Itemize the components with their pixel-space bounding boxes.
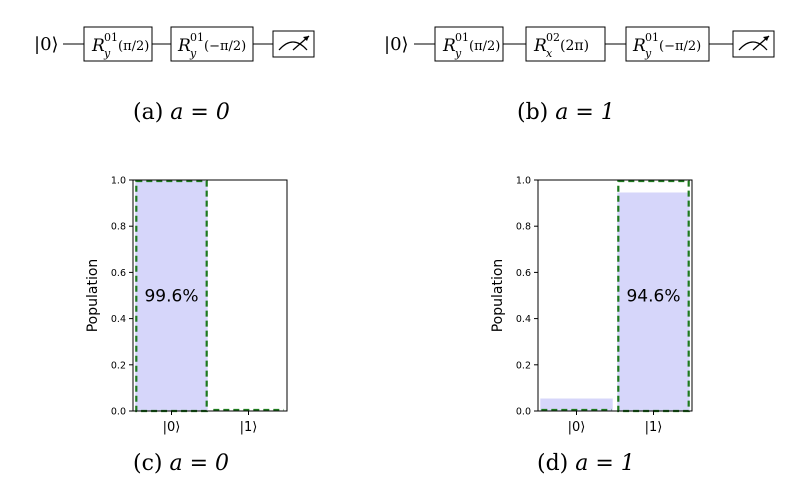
gate-sup: 02: [546, 31, 560, 44]
gate-base: R: [442, 36, 456, 56]
circuit-b-input: |0⟩: [384, 34, 409, 55]
gate-arg: (π/2): [469, 39, 500, 54]
y-tick-label: 0.8: [516, 222, 531, 233]
bar: [135, 180, 208, 411]
y-tick-label: 1.0: [516, 176, 531, 187]
caption-b-eq: a = 1: [555, 100, 615, 125]
gate-base: R: [533, 36, 547, 56]
caption-d: (d) a = 1: [537, 451, 635, 476]
circuit-b-gate-1: R 01 y (π/2): [434, 26, 504, 62]
y-tick-label: 0.4: [516, 314, 531, 325]
x-tick-label: |0⟩: [163, 420, 181, 435]
caption-b-label: (b): [517, 100, 549, 125]
circuit-a-gate-1: R 01 y (π/2): [83, 26, 153, 62]
circuit-b: |0⟩ R 01 y (π/2) R 02 x (2π) R 01 y (−π/…: [384, 26, 775, 62]
bar: [540, 398, 613, 411]
circuit-a-measure-icon: [272, 30, 315, 58]
x-tick-label: |1⟩: [645, 420, 663, 435]
y-tick-label: 0.2: [111, 360, 126, 371]
gate-arg: (2π): [560, 38, 589, 54]
caption-c-eq: a = 0: [169, 451, 230, 476]
circuit-a-gate-2: R 01 y (−π/2): [170, 26, 254, 62]
plot-frame: [537, 179, 693, 412]
caption-d-eq: a = 1: [575, 451, 635, 476]
bar-value-label: 94.6%: [626, 287, 680, 307]
gate-base: R: [177, 36, 191, 56]
gate-arg: (π/2): [118, 39, 149, 54]
circuit-a-input: |0⟩: [34, 34, 59, 55]
caption-b: (b) a = 1: [517, 100, 615, 125]
bar-value-label: 99.6%: [144, 287, 198, 307]
y-tick-label: 0.0: [111, 407, 126, 418]
caption-a: (a) a = 0: [133, 100, 230, 125]
gate-sup: 01: [645, 31, 659, 44]
caption-c-label: (c): [133, 451, 163, 476]
y-axis-label: Population: [85, 259, 101, 333]
gate-sub: y: [454, 47, 462, 60]
circuit-a: |0⟩ R 01 y (π/2) R 01 y (−π/2): [34, 26, 315, 62]
gate-sub: y: [644, 47, 652, 60]
chart-c: 0.0 0.2 0.4 0.6 0.8 1.0 |0⟩ |1⟩ Population 99.6%: [85, 176, 288, 435]
caption-c: (c) a = 0: [133, 451, 229, 476]
circuit-b-gate-2: R 02 x (2π): [525, 26, 606, 62]
y-tick-label: 0.6: [516, 268, 531, 279]
plot-frame: [132, 179, 288, 412]
gate-arg: (−π/2): [659, 39, 701, 54]
gate-sup: 01: [104, 31, 118, 44]
caption-d-label: (d): [537, 451, 569, 476]
y-tick-label: 0.0: [516, 407, 531, 418]
gate-base: R: [91, 36, 105, 56]
gate-base: R: [632, 36, 646, 56]
gate-sup: 01: [455, 31, 469, 44]
y-tick-label: 0.4: [111, 314, 126, 325]
y-axis-label: Population: [490, 259, 506, 333]
x-tick-label: |1⟩: [240, 420, 258, 435]
gate-arg: (−π/2): [204, 39, 246, 54]
gate-sub: y: [189, 47, 197, 60]
x-tick-label: |0⟩: [568, 420, 586, 435]
caption-a-eq: a = 0: [170, 100, 230, 125]
y-tick-label: 0.2: [516, 360, 531, 371]
caption-a-label: (a): [133, 100, 164, 125]
circuit-b-measure-icon: [732, 30, 775, 58]
gate-sub: y: [103, 47, 111, 60]
chart-d: 0.0 0.2 0.4 0.6 0.8 1.0 |0⟩ |1⟩ Population 94.6%: [490, 176, 693, 435]
bar: [617, 192, 690, 411]
y-tick-label: 0.8: [111, 222, 126, 233]
y-tick-label: 1.0: [111, 176, 126, 187]
gate-sub: x: [546, 47, 553, 60]
gate-sup: 01: [190, 31, 204, 44]
y-tick-label: 0.6: [111, 268, 126, 279]
circuit-b-gate-3: R 01 y (−π/2): [625, 26, 710, 62]
